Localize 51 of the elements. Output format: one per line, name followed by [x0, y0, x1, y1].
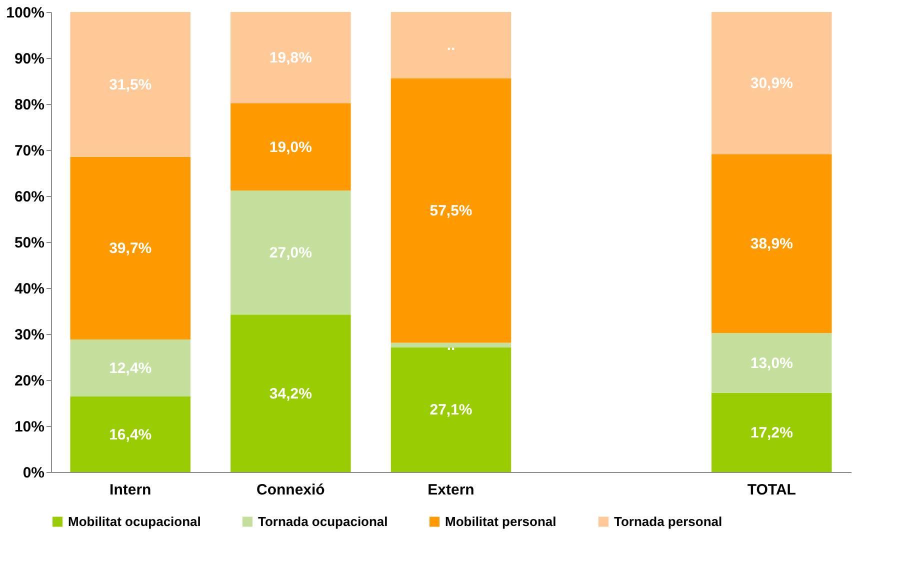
bar: [70, 396, 190, 472]
data-label: 19,0%: [269, 138, 312, 156]
bar: [230, 314, 351, 472]
y-tick-label: 30%: [14, 326, 44, 344]
bar: [230, 103, 351, 190]
data-label: 31,5%: [109, 76, 152, 94]
bar: [712, 392, 832, 472]
bar: [712, 12, 832, 154]
y-tick-label: 60%: [14, 188, 44, 206]
data-label: 27,1%: [430, 402, 472, 419]
data-label: 17,2%: [750, 424, 793, 442]
y-tick-label: 20%: [14, 372, 44, 390]
data-label: 19,8%: [269, 50, 312, 67]
y-tick-label: 10%: [14, 418, 44, 436]
x-tick-label: Connexió: [256, 482, 325, 498]
bar: [712, 333, 832, 393]
x-tick-label: TOTAL: [747, 482, 796, 498]
bar: [390, 342, 512, 348]
bar: [230, 12, 351, 104]
y-tick-label: 50%: [14, 234, 44, 252]
data-label: ..: [446, 337, 456, 354]
data-label: 27,0%: [269, 244, 312, 262]
x-tick-label: Intern: [110, 482, 152, 498]
bar: [70, 12, 190, 157]
legend-label: Tornada personal: [614, 514, 722, 529]
data-label: 39,7%: [109, 240, 152, 258]
bar: [712, 154, 832, 334]
y-tick-label: 70%: [14, 142, 44, 160]
data-label: 38,9%: [750, 236, 793, 253]
y-tick-label: 80%: [14, 96, 44, 114]
x-tick-label: Extern: [428, 482, 474, 498]
y-tick-label: 100%: [6, 4, 44, 22]
data-label: 57,5%: [430, 202, 472, 220]
bar: [70, 340, 190, 397]
data-label: 30,9%: [750, 75, 793, 92]
data-label: 12,4%: [109, 360, 152, 378]
bar: [70, 156, 190, 340]
data-label: 13,0%: [750, 354, 793, 372]
y-tick-label: 0%: [22, 464, 44, 482]
y-tick-label: 90%: [14, 50, 44, 68]
bar: [390, 78, 512, 343]
legend-label: Mobilitat personal: [445, 514, 556, 529]
data-label: 34,2%: [269, 385, 312, 402]
data-label: 16,4%: [109, 426, 152, 444]
y-tick-label: 40%: [14, 280, 44, 298]
bar: [230, 190, 351, 315]
bar: [390, 12, 512, 78]
bar: [390, 347, 512, 472]
legend-label: Tornada ocupacional: [258, 514, 388, 529]
data-label: ..: [446, 37, 456, 54]
legend-label: Mobilitat ocupacional: [68, 514, 201, 529]
